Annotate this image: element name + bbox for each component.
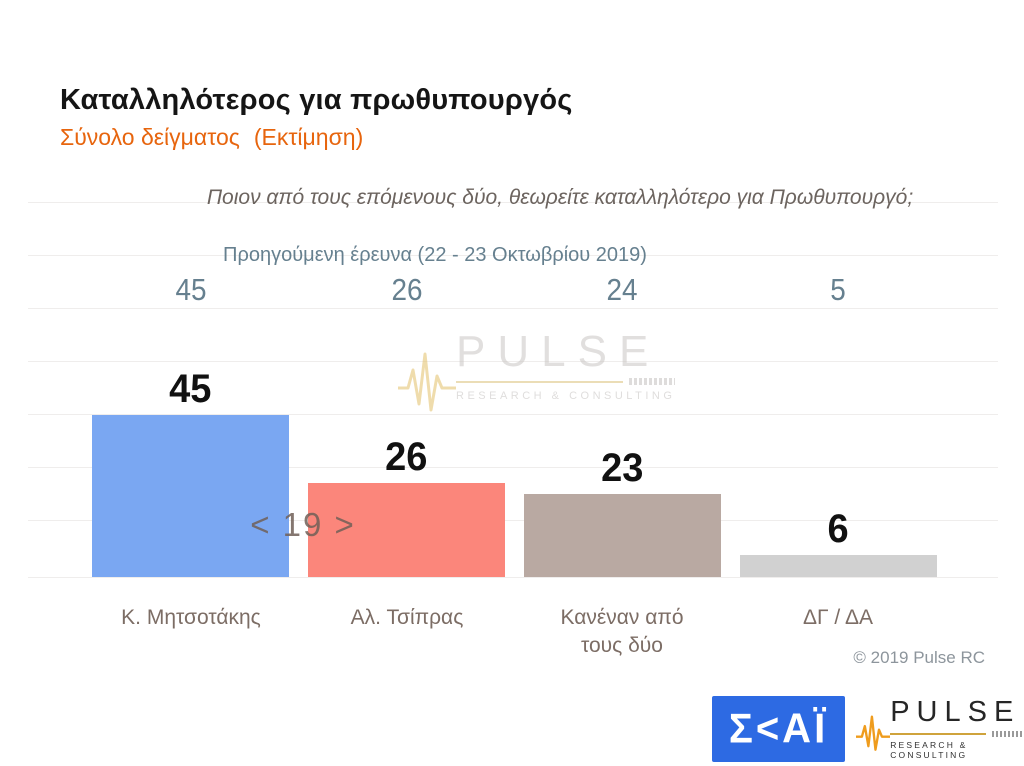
pulse-logo-rule [890, 731, 1024, 737]
pulse-logo-brand: PULSE [890, 696, 1021, 728]
gridline [28, 202, 998, 203]
subtitle-sample: Σύνολο δείγματος [60, 124, 240, 150]
gridline [28, 255, 998, 256]
bar-column-tsipras: 26 [308, 437, 505, 577]
previous-value: 45 [175, 272, 207, 307]
bar-neither [524, 494, 721, 577]
previous-survey-label: Προηγούμενη έρευνα (22 - 23 Οκτωβρίου 20… [223, 244, 647, 266]
gridline [28, 467, 998, 468]
pulse-logo: PULSE RESEARCH & CONSULTING [856, 698, 1024, 760]
pulse-smallprint [629, 378, 676, 385]
subtitle-note: (Εκτίμηση) [253, 124, 364, 150]
bar-tsipras [308, 483, 505, 577]
pulse-watermark-rule [456, 378, 676, 385]
gridline [28, 414, 998, 415]
category-label-mitsotakis: Κ. Μητσοτάκης [121, 606, 261, 629]
bar-column-dk-na: 6 [740, 509, 937, 577]
category-label-tsipras: Αλ. Τσίπρας [350, 606, 464, 629]
gridline-baseline [28, 577, 998, 578]
gridline [28, 361, 998, 362]
subtitle: Σύνολο δείγματος (Εκτίμηση) [60, 124, 363, 151]
difference-annotation: < 19 > [250, 506, 356, 543]
bar-value: 26 [385, 435, 428, 479]
pulse-waveform-icon [398, 352, 456, 412]
previous-value: 26 [391, 272, 423, 307]
bar-value: 6 [827, 507, 850, 551]
bar-value: 45 [169, 367, 212, 411]
gridline [28, 520, 998, 521]
previous-value: 24 [606, 272, 638, 307]
bar-value: 23 [601, 446, 644, 490]
pulse-logo-tagline: RESEARCH & CONSULTING [890, 740, 968, 760]
survey-question: Ποιον από τους επόμενους δύο, θεωρείτε κ… [206, 186, 914, 209]
category-label-neither: Κανέναν από τους δύο [560, 606, 684, 658]
copyright-text: © 2019 Pulse RC [853, 648, 985, 667]
skai-logo-text: Σ<ΑΪ [728, 705, 829, 752]
pulse-watermark-brand: PULSE [456, 327, 661, 376]
previous-survey-values: 45 26 24 5 [0, 272, 1024, 308]
gridline [28, 308, 998, 309]
pulse-smallprint [992, 731, 1024, 737]
bar-mitsotakis [92, 415, 289, 577]
pulse-watermark: PULSE RESEARCH & CONSULTING [398, 327, 676, 412]
page-title: Καταλληλότερος για πρωθυπουργός [60, 84, 573, 116]
bar-dk-na [740, 555, 937, 577]
bar-column-neither: 23 [524, 448, 721, 577]
pulse-watermark-tagline: RESEARCH & CONSULTING [456, 390, 676, 402]
bar-column-mitsotakis: 45 [92, 369, 289, 577]
pulse-waveform-icon [856, 715, 891, 751]
skai-logo: Σ<ΑΪ [712, 696, 845, 762]
previous-value: 5 [830, 272, 846, 307]
category-label-dk-na: ΔΓ / ΔΑ [803, 606, 873, 629]
